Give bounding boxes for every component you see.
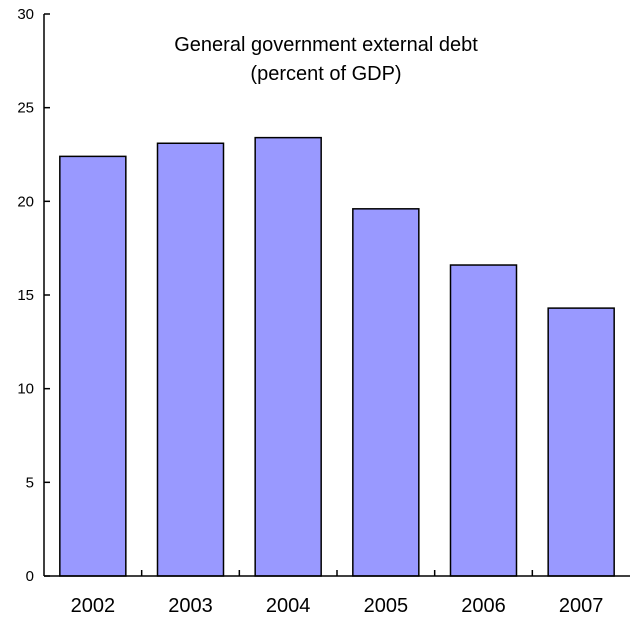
y-tick-label: 25 <box>17 100 34 117</box>
y-tick-label: 5 <box>26 474 34 491</box>
axes-group <box>43 14 630 577</box>
bar-2006 <box>449 264 518 577</box>
chart-title: General government external debt <box>174 34 478 56</box>
bar-2007 <box>547 307 615 577</box>
chart-subtitle: (percent of GDP) <box>250 63 401 85</box>
x-tick-label: 2003 <box>168 595 213 617</box>
y-tick-label: 0 <box>26 568 34 585</box>
x-axis-ticks: 2002 2003 2004 2005 2006 2007 <box>71 570 604 617</box>
y-tick-label: 15 <box>17 287 34 304</box>
y-tick-label: 20 <box>17 193 34 210</box>
y-tick-label: 30 <box>17 6 34 23</box>
bar-2005 <box>352 208 420 577</box>
x-tick-label: 2007 <box>559 595 604 617</box>
x-tick-label: 2006 <box>461 595 506 617</box>
x-tick-label: 2002 <box>71 595 116 617</box>
bars-group <box>59 136 615 577</box>
bar-2004 <box>254 136 322 577</box>
y-axis-ticks: 0 5 10 15 20 25 30 <box>17 6 50 585</box>
x-tick-label: 2005 <box>364 595 409 617</box>
bar-2003 <box>156 142 225 577</box>
bar-2002 <box>59 155 127 577</box>
x-tick-label: 2004 <box>266 595 311 617</box>
y-tick-label: 10 <box>17 381 34 398</box>
